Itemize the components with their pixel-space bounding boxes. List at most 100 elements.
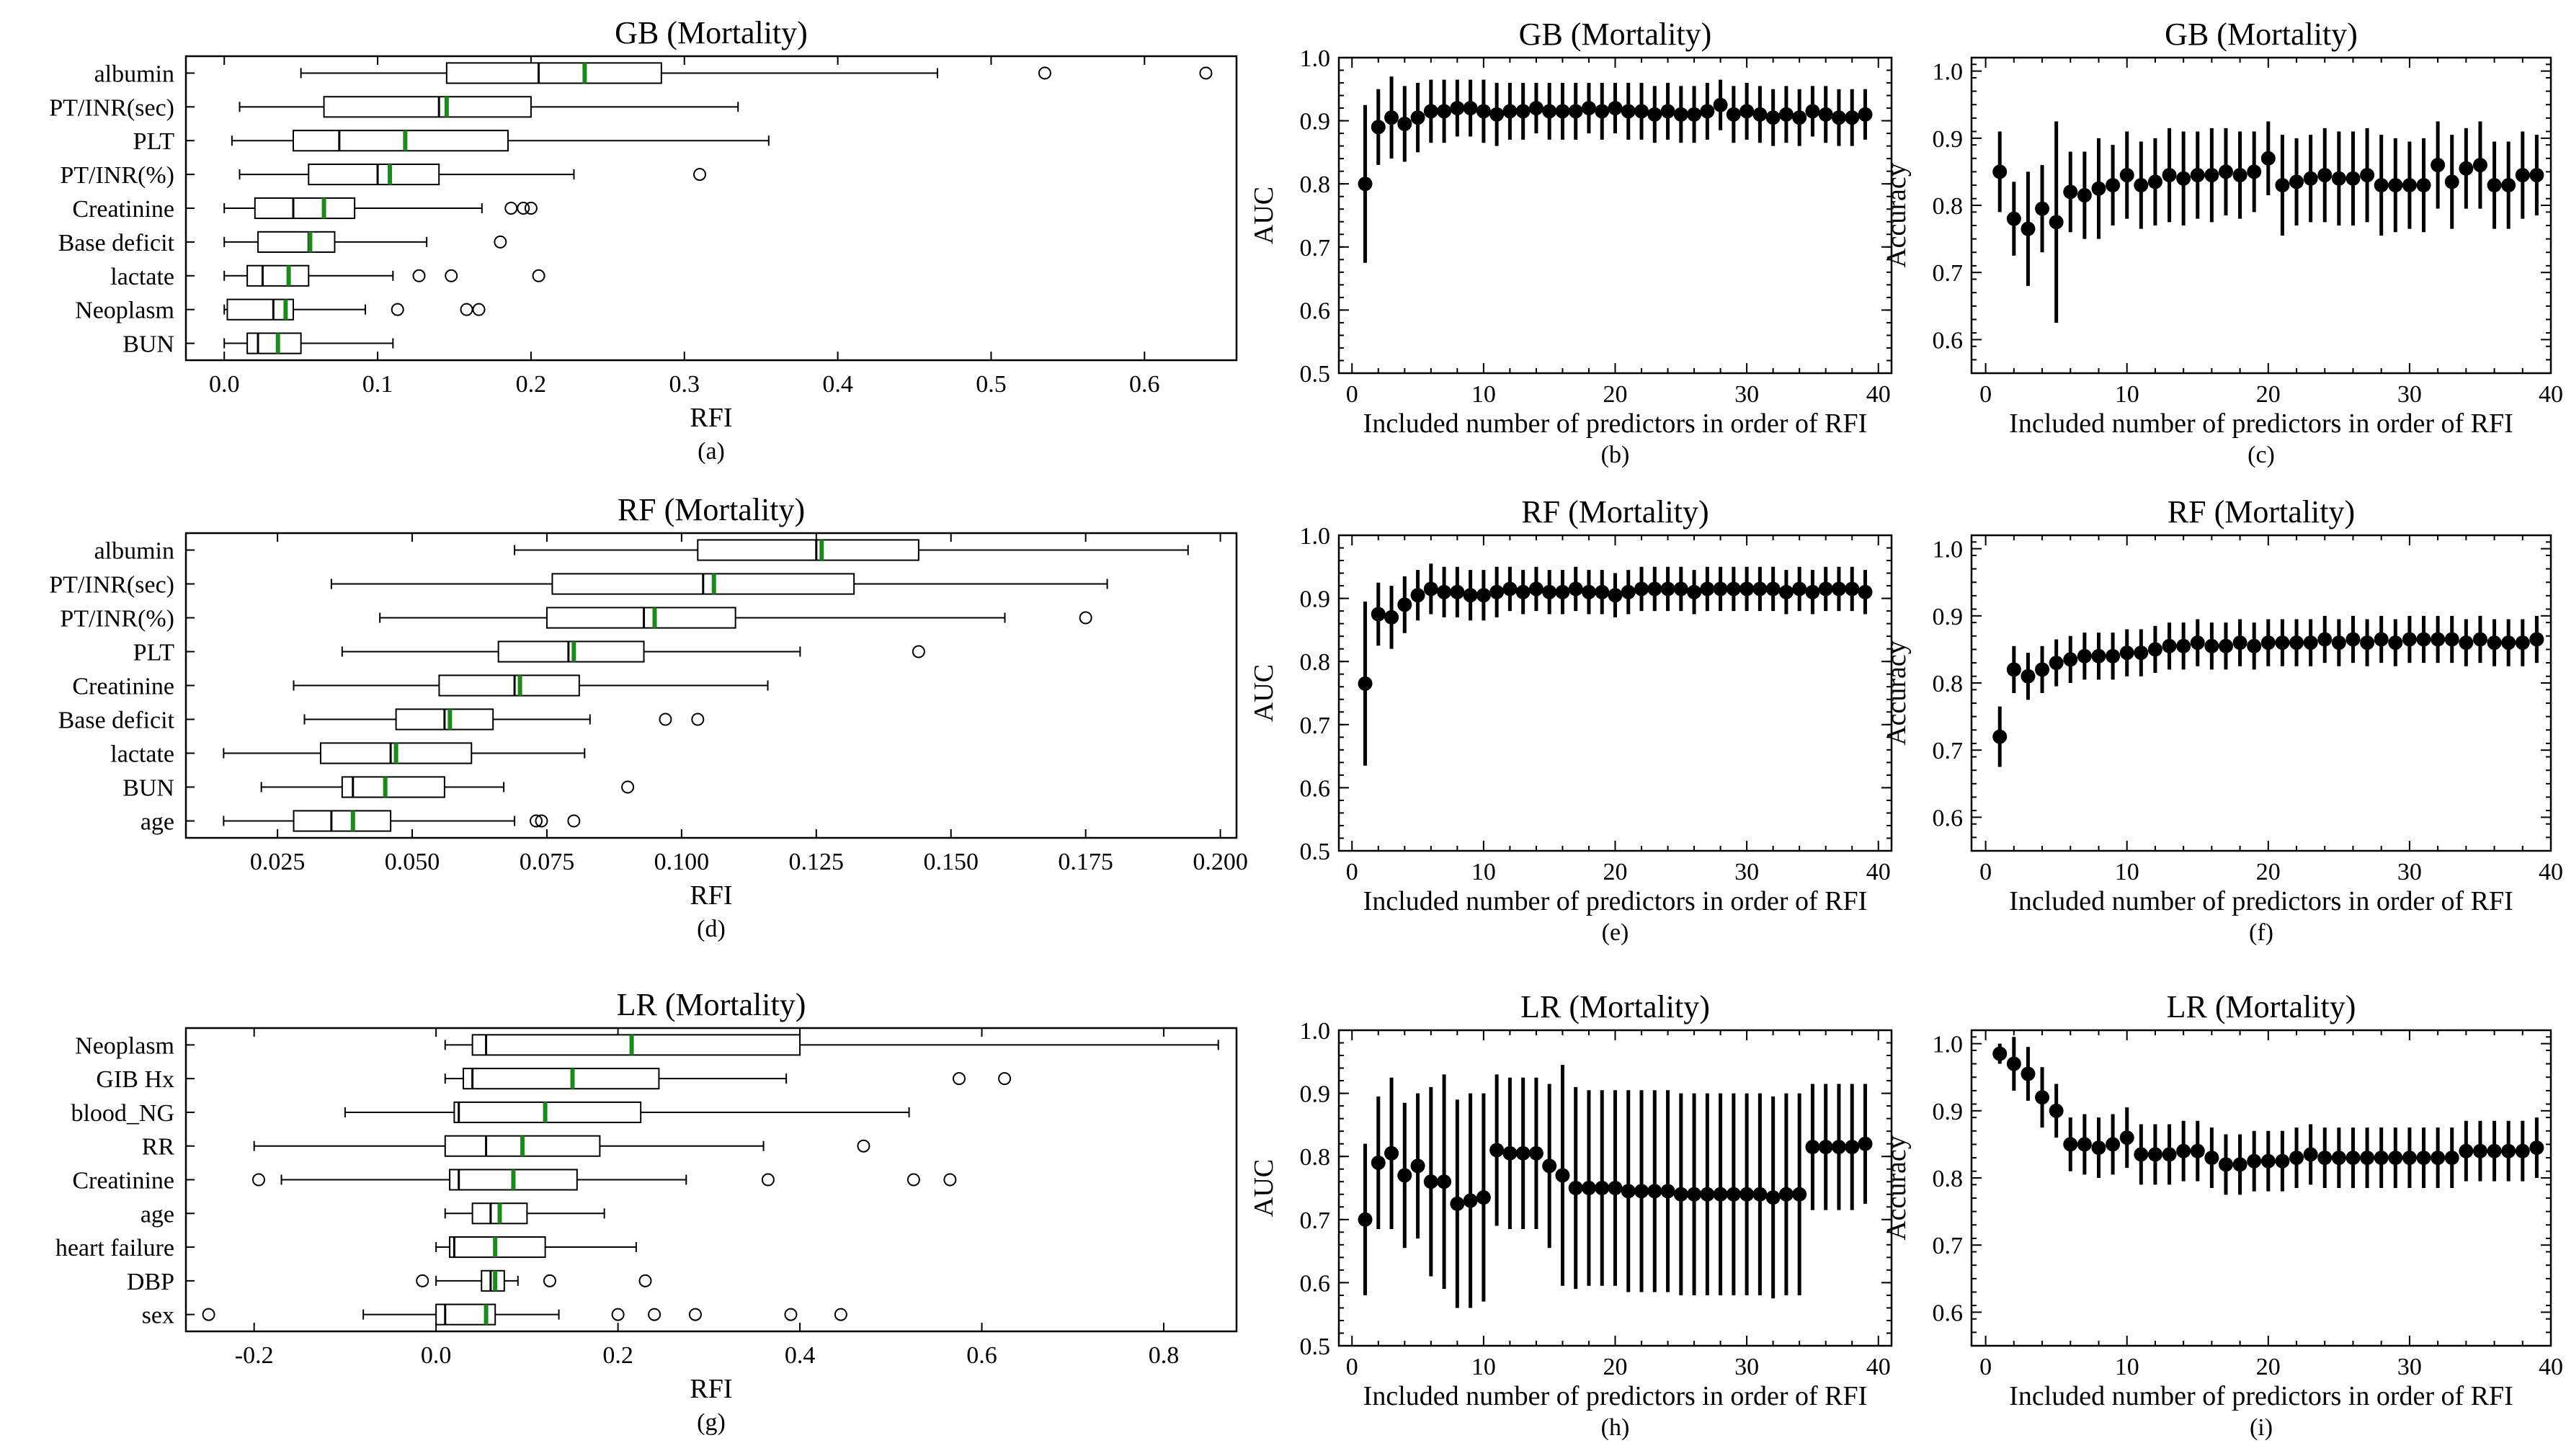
outlier-point bbox=[834, 1308, 847, 1321]
data-point bbox=[2289, 1151, 2304, 1166]
box-age: age bbox=[141, 1201, 605, 1228]
x-tick-label: 20 bbox=[2256, 859, 2281, 885]
data-point bbox=[1384, 110, 1399, 125]
data-point bbox=[1726, 107, 1741, 122]
box-Creatinine: Creatinine bbox=[72, 1168, 957, 1194]
data-point bbox=[2162, 638, 2177, 653]
category-label: albumin bbox=[94, 61, 174, 87]
data-point bbox=[1437, 1174, 1452, 1189]
x-tick-label: 30 bbox=[1734, 381, 1759, 408]
data-point bbox=[1739, 581, 1755, 597]
data-point bbox=[2515, 1143, 2530, 1158]
x-tick-label: 0.1 bbox=[362, 371, 393, 398]
data-point bbox=[2063, 184, 2078, 200]
outlier-point bbox=[857, 1139, 870, 1153]
x-tick-label: 0 bbox=[1979, 381, 1992, 408]
x-tick-label: -0.2 bbox=[235, 1342, 274, 1369]
data-point bbox=[2204, 1151, 2219, 1166]
outlier-point bbox=[517, 202, 530, 215]
x-tick-label: 0.6 bbox=[1129, 371, 1160, 398]
category-label: Neoplasm bbox=[75, 1032, 174, 1059]
data-point bbox=[1818, 1140, 1833, 1155]
data-point bbox=[1700, 581, 1715, 597]
data-point bbox=[2035, 201, 2050, 216]
x-axis-label: Included number of predictors in order o… bbox=[2009, 1381, 2513, 1411]
data-point bbox=[1739, 1187, 1755, 1202]
y-tick-label: 0.9 bbox=[1933, 604, 1964, 630]
data-point bbox=[1423, 104, 1438, 119]
data-point bbox=[1502, 581, 1518, 597]
data-point bbox=[1845, 110, 1860, 125]
y-axis-label: Accuracy bbox=[1881, 1135, 1912, 1241]
iqr-box bbox=[257, 231, 336, 253]
data-point bbox=[1528, 581, 1543, 597]
box-albumin: albumin bbox=[94, 538, 1189, 565]
panel-title: GB (Mortality) bbox=[1519, 17, 1712, 52]
iqr-box bbox=[246, 332, 302, 354]
x-tick-label: 0.100 bbox=[654, 849, 710, 875]
category-label: Base deficit bbox=[58, 707, 175, 734]
data-point bbox=[1476, 588, 1491, 603]
outlier-point bbox=[912, 645, 925, 658]
data-point bbox=[2501, 178, 2516, 193]
x-tick-label: 10 bbox=[2115, 859, 2139, 885]
data-point bbox=[1423, 581, 1438, 597]
data-point bbox=[2402, 1151, 2417, 1166]
box-PT/INR(sec): PT/INR(sec) bbox=[49, 572, 1108, 599]
data-point bbox=[2289, 174, 2304, 189]
data-point bbox=[1515, 584, 1531, 599]
x-tick-label: 40 bbox=[1866, 1354, 1891, 1380]
data-point bbox=[1450, 1196, 1465, 1211]
y-tick-label: 0.8 bbox=[1300, 649, 1331, 676]
iqr-box bbox=[445, 62, 662, 84]
data-point bbox=[2260, 151, 2276, 166]
data-point bbox=[2275, 635, 2290, 651]
outlier-point bbox=[998, 1072, 1012, 1086]
category-label: DBP bbox=[127, 1269, 174, 1295]
iqr-box bbox=[254, 197, 356, 220]
data-point bbox=[1410, 588, 1425, 603]
x-tick-label: 30 bbox=[1734, 859, 1759, 885]
x-axis-label: Included number of predictors in order o… bbox=[1363, 1381, 1868, 1411]
data-point bbox=[1700, 104, 1715, 119]
data-point bbox=[2119, 646, 2134, 661]
panel-i: LR (Mortality) 0 10 20 30 40 0.6 0.7 0.8 0.9 1.0 Ac… bbox=[1881, 989, 2563, 1441]
data-point bbox=[2331, 1151, 2346, 1166]
outlier-point bbox=[524, 202, 538, 215]
data-point bbox=[2331, 171, 2346, 186]
x-axis-label: RFI bbox=[690, 1374, 732, 1404]
data-point bbox=[2416, 632, 2431, 647]
data-point bbox=[1476, 1190, 1491, 1205]
category-label: blood_NG bbox=[71, 1100, 174, 1127]
data-point bbox=[2431, 158, 2446, 173]
x-tick-label: 0.2 bbox=[516, 371, 547, 398]
panel-f: RF (Mortality) 0 10 20 30 40 0.6 0.7 0.8 0.9 1.0 Ac… bbox=[1881, 494, 2563, 946]
data-point bbox=[2374, 1151, 2389, 1166]
data-point bbox=[1992, 164, 2008, 179]
panel-caption: (b) bbox=[1601, 442, 1630, 468]
data-point bbox=[2190, 168, 2205, 183]
data-point bbox=[1515, 1145, 1531, 1161]
panel-e: RF (Mortality) 0 10 20 30 40 0.5 0.6 0.7 0.8 0.9 1.… bbox=[1249, 494, 1893, 946]
category-label: PLT bbox=[133, 128, 175, 155]
data-point bbox=[1792, 110, 1807, 125]
box-Base deficit: Base deficit bbox=[58, 707, 705, 734]
box-PLT: PLT bbox=[133, 128, 770, 155]
x-tick-label: 40 bbox=[2539, 381, 2563, 408]
y-tick-label: 0.7 bbox=[1933, 260, 1964, 287]
x-tick-label: 0.4 bbox=[785, 1342, 816, 1369]
data-point bbox=[1634, 1184, 1649, 1199]
data-point bbox=[2331, 635, 2346, 651]
data-point bbox=[1660, 1184, 1675, 1199]
data-point bbox=[2232, 1157, 2248, 1172]
y-axis-label: Accuracy bbox=[1881, 640, 1912, 746]
data-point bbox=[2176, 171, 2191, 186]
data-point bbox=[2501, 635, 2516, 651]
data-point bbox=[1542, 1158, 1557, 1174]
data-point bbox=[1371, 1155, 1386, 1170]
x-tick-label: 0 bbox=[1979, 1354, 1992, 1380]
data-point bbox=[2176, 638, 2191, 653]
data-point bbox=[1792, 581, 1807, 597]
box-PLT: PLT bbox=[133, 640, 925, 666]
